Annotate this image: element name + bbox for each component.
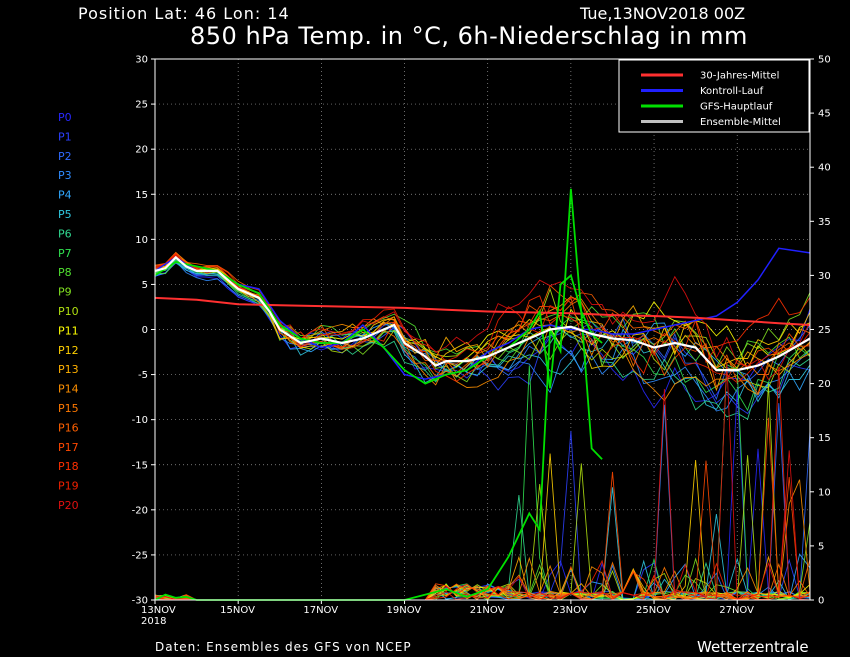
legend-label: 30-Jahres-Mittel xyxy=(700,71,779,82)
series-gfs-hauptlauf-niederschlag xyxy=(154,188,603,601)
member-label-p11: P11 xyxy=(58,324,79,337)
axes: 302520151050-5-10-15-20-25-3050454035302… xyxy=(132,55,831,628)
y-left-tick: -30 xyxy=(132,596,148,607)
y-left-tick: 15 xyxy=(135,190,148,201)
y-left-tick: -25 xyxy=(132,550,148,561)
grid xyxy=(155,59,810,600)
x-tick: 13NOV xyxy=(141,605,176,616)
member-precip-p17 xyxy=(154,417,811,601)
member-precip-p0 xyxy=(154,389,811,601)
y-right-tick: 25 xyxy=(818,325,831,336)
y-right-tick: 35 xyxy=(818,217,831,228)
member-label-p9: P9 xyxy=(58,286,72,299)
member-label-p12: P12 xyxy=(58,344,79,357)
x-tick: 25NOV xyxy=(636,605,671,616)
series-ensemble-mittel xyxy=(154,255,811,372)
member-precip-p1 xyxy=(154,430,811,601)
y-left-tick: 5 xyxy=(142,280,148,291)
series-kontroll-lauf xyxy=(154,247,811,380)
member-label-p1: P1 xyxy=(58,130,72,143)
legend-label: Ensemble-Mittel xyxy=(700,117,781,128)
y-right-tick: 50 xyxy=(818,55,831,66)
member-label-p18: P18 xyxy=(58,460,79,473)
chart-title: 850 hPa Temp. in °C, 6h-Niederschlag in … xyxy=(190,22,748,50)
y-left-tick: 30 xyxy=(135,55,148,66)
member-label-p4: P4 xyxy=(58,189,72,202)
y-left-tick: 20 xyxy=(135,145,148,156)
member-label-p17: P17 xyxy=(58,441,79,454)
y-left-tick: 10 xyxy=(135,235,148,246)
main-series xyxy=(154,188,811,601)
x-tick: 17NOV xyxy=(303,605,338,616)
y-right-tick: 15 xyxy=(818,433,831,444)
y-left-tick: -15 xyxy=(132,460,148,471)
member-label-p20: P20 xyxy=(58,499,79,512)
y-right-tick: 40 xyxy=(818,163,831,174)
position-label: Position Lat: 46 Lon: 14 xyxy=(78,4,290,23)
member-line-p14 xyxy=(154,251,811,402)
x-tick: 21NOV xyxy=(470,605,505,616)
y-left-tick: 0 xyxy=(142,325,148,336)
legend-label: GFS-Hauptlauf xyxy=(700,102,773,113)
legend-label: Kontroll-Lauf xyxy=(700,86,764,97)
y-right-tick: 10 xyxy=(818,487,831,498)
member-label-p6: P6 xyxy=(58,227,72,240)
member-label-p10: P10 xyxy=(58,305,79,318)
member-label-p15: P15 xyxy=(58,402,79,415)
ensemble-members xyxy=(154,251,811,420)
y-left-tick: 25 xyxy=(135,100,148,111)
x-tick: 27NOV xyxy=(719,605,754,616)
member-precip-p10 xyxy=(154,383,811,601)
y-right-tick: 20 xyxy=(818,379,831,390)
y-left-tick: -5 xyxy=(138,370,148,381)
member-line-p5 xyxy=(154,260,811,410)
y-right-tick: 5 xyxy=(818,541,824,552)
member-precip-p2 xyxy=(154,403,811,601)
member-label-p16: P16 xyxy=(58,421,79,434)
member-precip-p7 xyxy=(154,363,811,601)
member-line-p7 xyxy=(154,259,811,412)
member-label-p5: P5 xyxy=(58,208,72,221)
legend: 30-Jahres-Mittel Kontroll-Lauf GFS-Hauptla… xyxy=(618,59,810,133)
member-precip-p3 xyxy=(154,404,811,601)
member-label-p7: P7 xyxy=(58,247,72,260)
y-right-tick: 30 xyxy=(818,271,831,282)
x-tick-year: 2018 xyxy=(141,616,166,627)
x-tick: 19NOV xyxy=(387,605,422,616)
brand-name: Wetterzentrale xyxy=(697,638,809,656)
member-label-p19: P19 xyxy=(58,480,79,493)
forecast-date: Tue,13NOV2018 00Z xyxy=(580,4,746,23)
member-label-p2: P2 xyxy=(58,150,72,163)
member-label-p8: P8 xyxy=(58,266,72,279)
plot-frame xyxy=(154,58,811,601)
member-precip-p20 xyxy=(154,362,811,601)
series-gfs-hauptlauf xyxy=(154,260,603,389)
member-label-p3: P3 xyxy=(58,169,72,182)
member-precip-p5 xyxy=(154,487,811,601)
member-label-p14: P14 xyxy=(58,383,79,396)
y-left-tick: -10 xyxy=(132,415,148,426)
y-left-tick: -20 xyxy=(132,505,148,516)
member-label-p0: P0 xyxy=(58,111,72,124)
member-label-p13: P13 xyxy=(58,363,79,376)
member-line-p0 xyxy=(154,259,811,409)
x-tick: 15NOV xyxy=(220,605,255,616)
x-tick: 23NOV xyxy=(553,605,588,616)
data-source-note: Daten: Ensembles des GFS von NCEP xyxy=(155,640,412,654)
y-right-tick: 45 xyxy=(818,109,831,120)
member-labels: P0 P1 P2 P3 P4 P5 P6 P7 P8 P9 P10 P11 P12 P13 P14 P15 P1… xyxy=(58,111,79,512)
y-right-tick: 0 xyxy=(818,596,824,607)
precipitation-lines xyxy=(154,362,811,601)
